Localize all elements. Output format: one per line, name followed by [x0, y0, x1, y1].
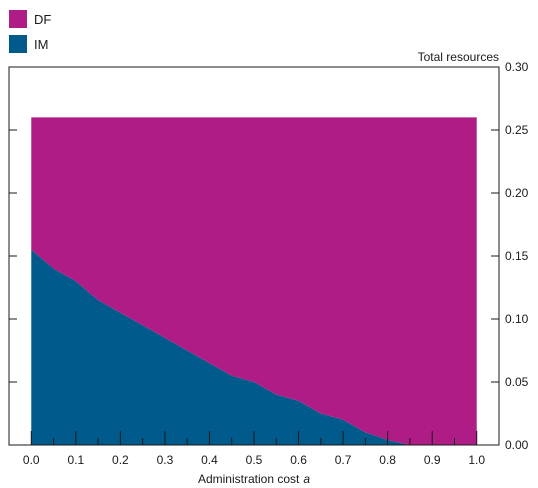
y-axis: 0.00 0.05 0.10 0.15 0.20 0.25 0.30	[9, 60, 529, 452]
y-tick-label: 0.30	[505, 60, 529, 74]
x-axis-title: Administration cost a	[198, 472, 310, 486]
y-tick-label: 0.20	[505, 186, 529, 200]
x-tick-label: 0.5	[246, 453, 263, 467]
area-layers	[31, 117, 477, 446]
x-axis-title-text: Administration cost	[198, 472, 300, 486]
x-tick-label: 0.7	[335, 453, 352, 467]
legend: DF IM	[9, 10, 51, 53]
legend-label-df: DF	[34, 12, 51, 27]
legend-swatch-df	[9, 10, 27, 28]
area-df	[31, 117, 477, 446]
y-tick-label: 0.00	[505, 438, 529, 452]
x-tick-label: 0.3	[157, 453, 174, 467]
y-tick-label: 0.05	[505, 375, 529, 389]
y-tick-label: 0.10	[505, 312, 529, 326]
y-axis-title: Total resources	[418, 50, 499, 64]
y-tick-label: 0.15	[505, 249, 529, 263]
x-tick-label: 0.2	[112, 453, 129, 467]
x-tick-label: 0.8	[379, 453, 396, 467]
y-tick-label: 0.25	[505, 123, 529, 137]
x-tick-label: 0.4	[201, 453, 218, 467]
legend-swatch-im	[9, 35, 27, 53]
x-tick-label: 1.0	[468, 453, 485, 467]
x-axis: 0.0 0.1 0.2 0.3 0.4 0.5 0.6 0.7 0.8 0.9 1.0	[23, 431, 485, 467]
x-tick-label: 0.9	[424, 453, 441, 467]
x-tick-label: 0.0	[23, 453, 40, 467]
area-im	[31, 249, 477, 445]
x-tick-label: 0.6	[290, 453, 307, 467]
x-tick-label: 0.1	[67, 453, 84, 467]
x-axis-title-variable: a	[303, 472, 310, 486]
legend-label-im: IM	[34, 37, 48, 52]
